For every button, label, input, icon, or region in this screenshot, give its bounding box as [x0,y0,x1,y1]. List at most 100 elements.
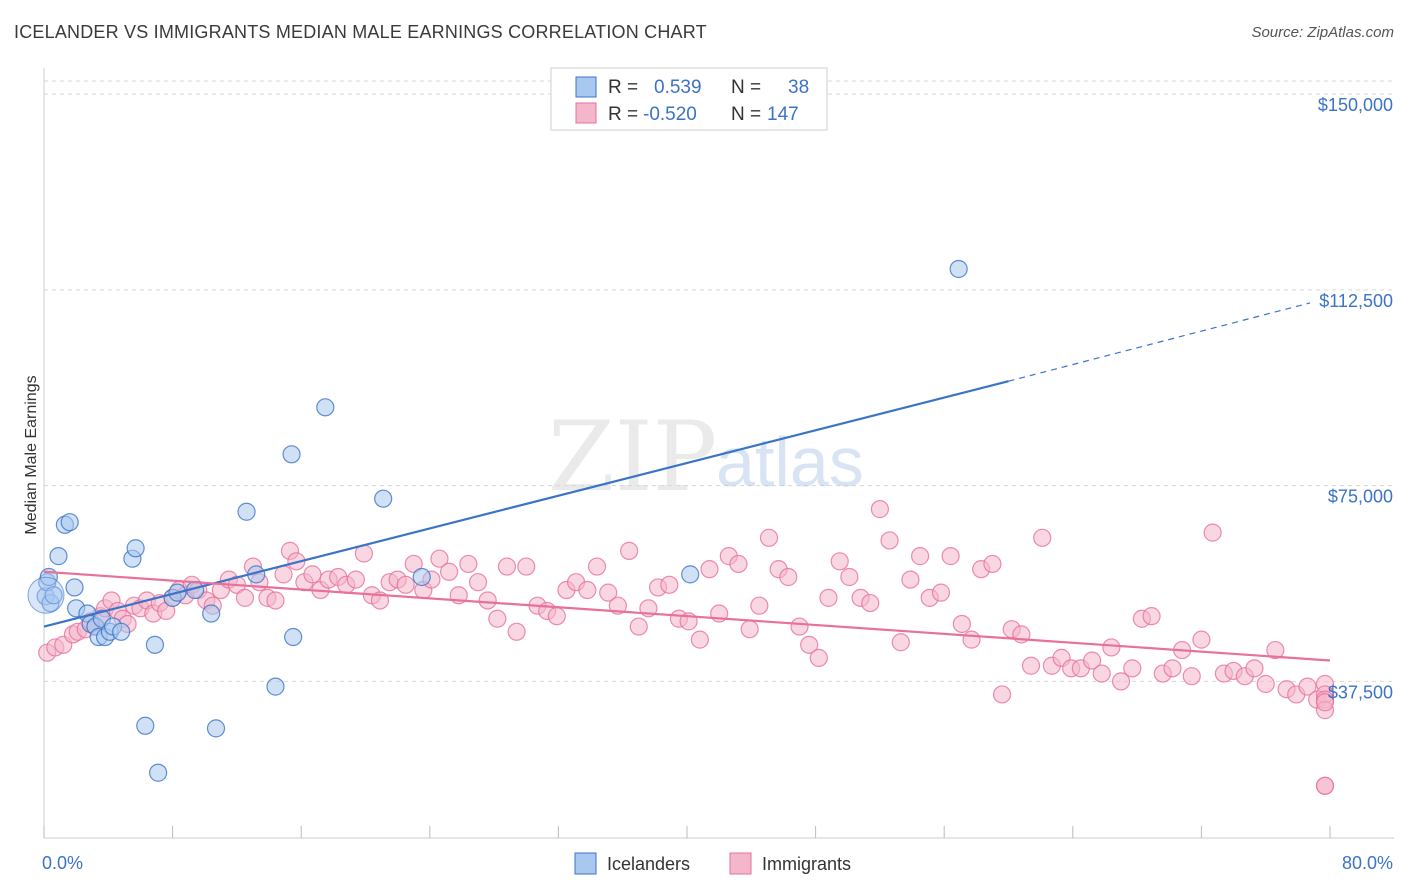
point-icelanders [49,547,68,566]
watermark-zip: ZIP [548,401,717,513]
point-immigrants [931,583,951,602]
point-icelanders [136,716,155,735]
point-immigrants [729,554,748,574]
legend-r-value-1: 0.539 [654,77,702,98]
point-icelanders [65,578,84,597]
point-immigrants [740,620,759,639]
points [27,259,1335,795]
point-immigrants [1123,659,1142,678]
point-immigrants [1021,656,1041,675]
point-immigrants [547,607,566,626]
point-icelanders [202,604,221,623]
bottom-legend-label-icelanders: Icelanders [607,854,690,874]
point-immigrants [468,573,488,592]
point-immigrants [303,565,322,584]
point-immigrants [235,588,255,607]
point-immigrants [1245,659,1264,678]
y-tick-label: $150,000 [1318,95,1393,115]
point-icelanders [145,635,165,654]
point-immigrants [809,648,828,667]
point-immigrants [1315,776,1335,795]
point-icelanders [60,513,79,532]
point-immigrants [690,630,709,649]
point-immigrants [750,596,769,615]
watermark-atlas: atlas [716,423,864,501]
point-immigrants [870,500,890,519]
point-immigrants [488,609,507,628]
point-immigrants [1182,667,1201,686]
point-immigrants [1111,672,1131,691]
trend-line-immigrants [43,570,1331,662]
point-immigrants [599,583,618,602]
point-immigrants [439,562,459,581]
legend-r-label-1: R = [608,77,638,98]
point-icelanders [112,622,131,641]
y-tick-label: $112,500 [1319,291,1393,311]
y-axis-title: Median Male Earnings [23,375,40,534]
point-immigrants [700,560,719,579]
point-immigrants [404,554,423,574]
point-immigrants [478,591,497,610]
bottom-legend: Icelanders Immigrants [574,852,851,875]
point-immigrants [1192,630,1211,649]
point-immigrants [274,565,293,584]
point-immigrants [952,614,971,634]
point-immigrants [1092,664,1111,683]
point-immigrants [1203,523,1222,542]
point-immigrants [660,575,679,594]
point-icelanders [282,445,301,464]
x-tick-label: 80.0% [1342,853,1393,873]
point-immigrants [1298,677,1317,696]
point-immigrants [910,547,930,566]
legend-n-label-1: N = [731,77,761,98]
point-immigrants [459,554,478,574]
trend-line-icelanders [43,380,1009,628]
point-immigrants [1102,638,1121,657]
point-immigrants [507,622,526,641]
point-immigrants [587,557,607,576]
point-immigrants [497,557,517,576]
trend-line-icelanders-extension [1008,302,1311,382]
point-immigrants [819,588,838,607]
point-icelanders [284,627,303,647]
point-immigrants [1256,674,1275,694]
point-icelanders [206,719,226,738]
legend-r-label-2: R = [608,104,638,125]
point-icelanders [126,539,145,558]
point-immigrants [861,593,880,613]
point-immigrants [266,591,285,610]
legend-n-value-2: 147 [767,104,799,125]
source-label: Source: ZipAtlas.com [1251,24,1394,41]
bottom-legend-swatch-immigrants [729,852,752,875]
point-icelanders [44,586,63,605]
legend-box [550,67,828,131]
point-immigrants [620,541,639,560]
point-immigrants [1082,651,1102,670]
point-immigrants [880,531,899,550]
legend-n-value-1: 38 [788,77,809,98]
point-immigrants [629,617,648,636]
point-immigrants [1142,607,1161,626]
point-immigrants [1266,640,1285,660]
bottom-legend-swatch-icelanders [574,852,597,875]
point-immigrants [830,552,849,571]
point-immigrants [779,567,798,587]
point-immigrants [1163,659,1182,678]
point-immigrants [941,547,960,566]
point-immigrants [891,633,910,652]
point-immigrants [608,596,627,615]
point-immigrants [790,617,809,636]
legend-swatch-immigrants [575,102,597,124]
point-immigrants [992,685,1012,704]
point-icelanders [149,763,168,782]
point-immigrants [396,575,415,594]
point-immigrants [962,630,981,649]
point-icelanders [949,259,968,279]
x-tick-label: 0.0% [42,853,83,873]
point-icelanders [266,677,285,696]
point-immigrants [578,580,597,600]
point-icelanders [237,502,256,521]
point-immigrants [901,570,920,589]
x-tick-labels: 0.0% 80.0% [42,853,1393,873]
axes [43,68,1394,839]
